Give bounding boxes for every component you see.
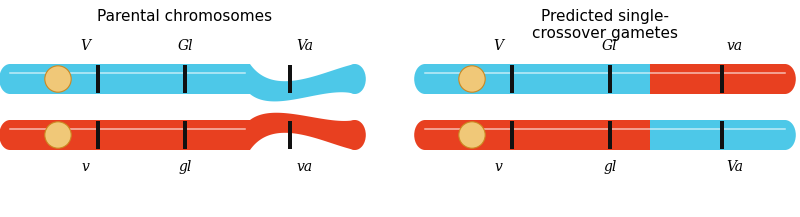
Polygon shape (250, 64, 355, 101)
Ellipse shape (414, 120, 436, 150)
Text: Gl: Gl (602, 39, 618, 53)
Ellipse shape (414, 64, 436, 94)
Text: V: V (80, 39, 90, 53)
FancyBboxPatch shape (650, 64, 785, 94)
FancyBboxPatch shape (10, 64, 250, 94)
FancyBboxPatch shape (510, 121, 514, 149)
Ellipse shape (344, 64, 366, 94)
FancyBboxPatch shape (182, 65, 187, 93)
Ellipse shape (459, 66, 485, 92)
FancyBboxPatch shape (425, 120, 650, 150)
FancyBboxPatch shape (288, 65, 292, 93)
Ellipse shape (45, 122, 71, 148)
Text: va: va (727, 39, 743, 53)
FancyBboxPatch shape (425, 64, 650, 94)
Text: Parental chromosomes: Parental chromosomes (98, 9, 273, 24)
Text: gl: gl (603, 160, 617, 174)
Text: Predicted single-
crossover gametes: Predicted single- crossover gametes (532, 9, 678, 41)
Text: Gl: Gl (177, 39, 193, 53)
FancyBboxPatch shape (720, 65, 724, 93)
Text: v: v (494, 160, 502, 174)
Ellipse shape (0, 64, 21, 94)
Polygon shape (250, 113, 355, 150)
FancyBboxPatch shape (720, 121, 724, 149)
FancyBboxPatch shape (96, 65, 100, 93)
Text: V: V (493, 39, 503, 53)
Ellipse shape (0, 120, 21, 150)
FancyBboxPatch shape (608, 121, 612, 149)
FancyBboxPatch shape (650, 120, 785, 150)
Ellipse shape (459, 122, 485, 148)
FancyBboxPatch shape (608, 65, 612, 93)
Text: v: v (81, 160, 89, 174)
Ellipse shape (774, 120, 796, 150)
Text: Va: Va (726, 160, 743, 174)
Text: Va: Va (297, 39, 314, 53)
Ellipse shape (45, 66, 71, 92)
Text: va: va (297, 160, 313, 174)
Ellipse shape (774, 64, 796, 94)
Text: gl: gl (178, 160, 192, 174)
FancyBboxPatch shape (96, 121, 100, 149)
FancyBboxPatch shape (510, 65, 514, 93)
FancyBboxPatch shape (182, 121, 187, 149)
Ellipse shape (344, 120, 366, 150)
FancyBboxPatch shape (10, 120, 250, 150)
FancyBboxPatch shape (288, 121, 292, 149)
